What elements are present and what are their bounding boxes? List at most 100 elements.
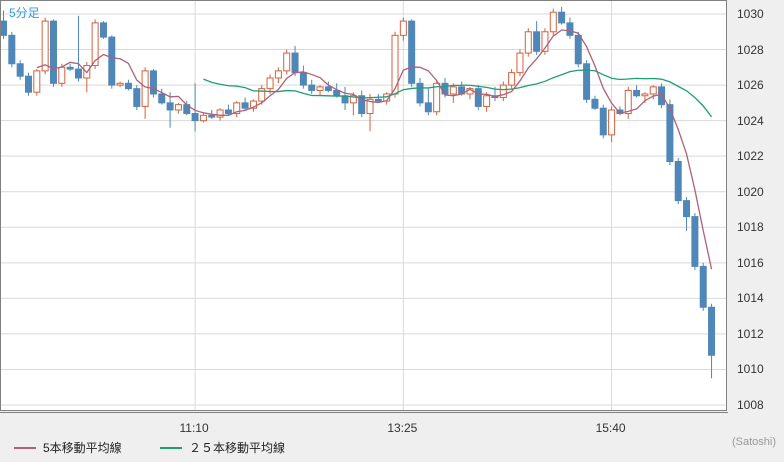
candle-body [516, 52, 524, 74]
candlestick [24, 72, 32, 96]
candlestick [74, 15, 82, 82]
candlestick [633, 85, 641, 98]
candle-body [66, 66, 74, 70]
candlestick [358, 90, 366, 118]
candlestick [608, 106, 616, 142]
candlestick [283, 49, 291, 75]
candlestick [449, 83, 457, 103]
candle-body [324, 86, 332, 91]
x-axis-tick-label: 15:40 [595, 421, 626, 435]
candle-body [199, 114, 207, 122]
candlestick [258, 85, 266, 105]
candlestick [424, 88, 432, 116]
y-axis-tick-label: 1008 [737, 398, 764, 412]
y-axis-tick-label: 1012 [737, 326, 764, 341]
candle-body [483, 95, 491, 107]
candle-body [374, 98, 382, 102]
candlestick [558, 6, 566, 25]
candle-body [141, 70, 149, 107]
candlestick [224, 104, 232, 116]
candle-body [216, 109, 224, 118]
candle-body [549, 11, 557, 33]
y-axis-tick-label: 1024 [737, 113, 764, 128]
candlestick [408, 19, 416, 87]
candle-body [566, 22, 574, 36]
candle-body [574, 34, 582, 65]
candle-body [433, 82, 441, 113]
candlestick [166, 92, 174, 128]
candle-body [366, 98, 374, 115]
candle-body [99, 22, 107, 38]
chart-legend: (Satoshi) 5本移動平均線 ２５本移動平均線 [0, 436, 784, 462]
candlestick [574, 31, 582, 68]
candlestick [399, 17, 407, 41]
candlestick [683, 197, 691, 231]
x-axis: 11:10 13:25 15:40 [0, 412, 728, 440]
candle-body [191, 113, 199, 122]
candlestick [299, 65, 307, 89]
candlestick [191, 83, 199, 132]
legend-item[interactable]: ２５本移動平均線 [160, 439, 285, 456]
candlestick [549, 8, 557, 36]
candle-body [358, 95, 366, 115]
candle-body [49, 20, 57, 84]
y-axis-tick-label: 1030 [737, 7, 764, 21]
legend-line-swatch [14, 446, 36, 449]
candle-body [399, 20, 407, 36]
candle-body [291, 52, 299, 74]
y-axis-tick-label: 1022 [737, 149, 764, 164]
candlestick [433, 79, 441, 116]
candlestick [274, 67, 282, 84]
candlestick [708, 303, 716, 379]
candle-body [74, 68, 82, 79]
candlestick [533, 21, 541, 55]
candle-body [158, 93, 166, 104]
x-axis-tick-label: 13:25 [387, 421, 418, 435]
candle-body [241, 102, 249, 109]
candlestick [516, 49, 524, 77]
candlestick [541, 28, 549, 55]
candlestick [174, 102, 182, 114]
candlestick [83, 61, 91, 93]
candle-body [591, 98, 599, 109]
candle-body [558, 11, 566, 24]
candlestick [99, 21, 107, 39]
plot-area: 5分足 [0, 0, 727, 411]
y-axis-tick-label: 1028 [737, 42, 764, 57]
candle-body [1, 20, 7, 36]
candlestick [566, 17, 574, 39]
candle-body [149, 70, 157, 95]
candle-body [283, 52, 291, 72]
candle-body [683, 200, 691, 218]
legend-line-swatch [160, 446, 182, 449]
candlestick [324, 81, 332, 93]
candlestick [649, 85, 657, 100]
candlestick [124, 79, 132, 91]
candlestick [349, 92, 357, 116]
candle-body [166, 102, 174, 111]
candle-body [674, 161, 682, 202]
candle-body [208, 114, 216, 118]
candlestick [108, 35, 116, 89]
candle-body [691, 216, 699, 267]
y-axis-tick-label: 1026 [737, 78, 764, 93]
candle-body [416, 82, 424, 104]
candle-body [33, 70, 41, 93]
candle-body [449, 86, 457, 95]
chart-title: 5分足 [9, 6, 40, 20]
candlestick [691, 213, 699, 270]
candle-body [91, 22, 99, 67]
candlestick [199, 113, 207, 123]
candle-body [124, 82, 132, 90]
candlestick [141, 67, 149, 119]
candle-body [541, 31, 549, 52]
candlestick [16, 60, 24, 80]
legend-item[interactable]: 5本移動平均線 [14, 439, 122, 456]
candlestick [316, 85, 324, 96]
candle-body [316, 86, 324, 91]
vertical-gridlines [194, 1, 613, 410]
candle-body [233, 102, 241, 115]
candle-body [708, 306, 716, 356]
y-axis-tick-label: 1016 [737, 255, 764, 270]
